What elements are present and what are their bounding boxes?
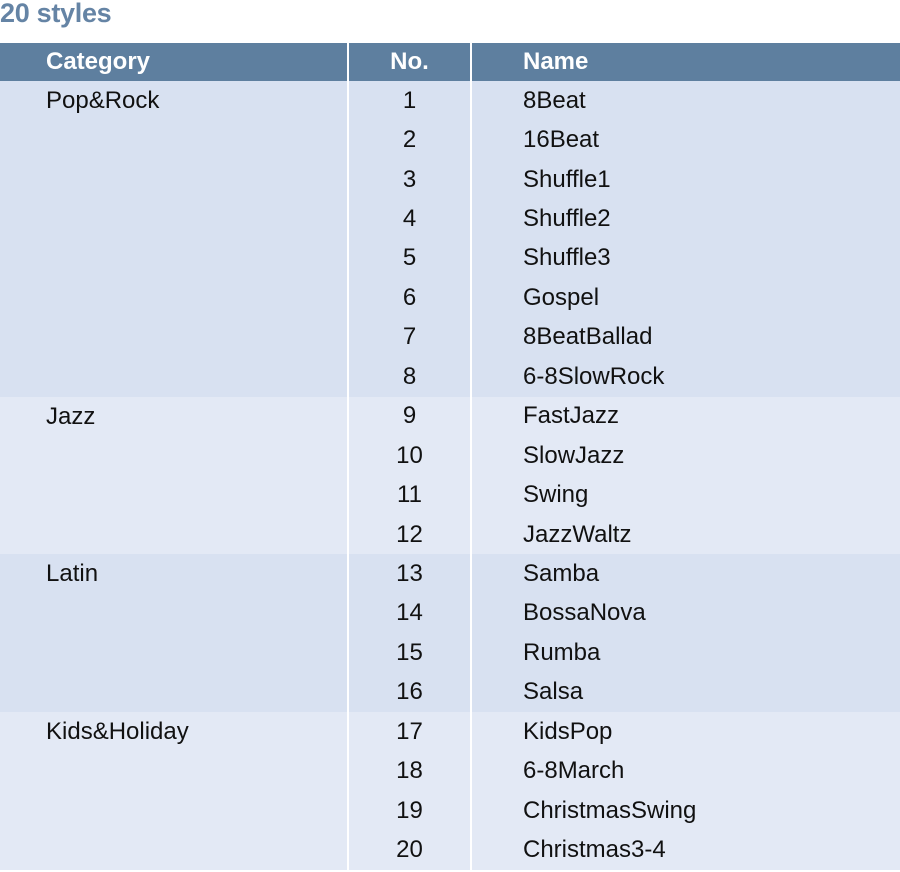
table-row: 7 8BeatBallad (0, 317, 900, 358)
category-cell: Kids&Holiday (0, 712, 349, 870)
name-cell: Shuffle3 (471, 238, 900, 279)
table-row: 19 ChristmasSwing (0, 790, 900, 831)
name-cell: 6-8March (471, 751, 900, 791)
table-row: 16 Salsa (0, 672, 900, 712)
category-cell: Latin (0, 554, 349, 712)
table-row: 12 JazzWaltz (0, 514, 900, 555)
category-group: Pop&Rock 1 8Beat 2 16Beat 3 Shuffle1 4 Shuffle2 5… (0, 81, 900, 397)
name-cell: 8Beat (471, 81, 900, 121)
name-cell: Salsa (471, 672, 900, 712)
no-cell: 5 (348, 238, 472, 279)
table-row: 10 SlowJazz (0, 435, 900, 476)
table-row: Pop&Rock 1 8Beat (0, 81, 900, 397)
no-cell: 17 (348, 712, 472, 752)
no-cell: 9 (348, 396, 472, 436)
no-cell: 20 (348, 830, 472, 870)
category-group: Latin 13 Samba 14 BossaNova 15 Rumba 16 Salsa (0, 554, 900, 712)
no-cell: 18 (348, 751, 472, 791)
table-row: 4 Shuffle2 (0, 199, 900, 239)
no-cell: 6 (348, 278, 472, 318)
category-cell: Pop&Rock (0, 81, 349, 397)
category-group: Jazz 9 FastJazz 10 SlowJazz 11 Swing 12 JazzWalt… (0, 396, 900, 555)
header-category: Category (0, 43, 349, 81)
no-cell: 7 (348, 317, 472, 358)
table-row: 11 Swing (0, 475, 900, 515)
name-cell: Shuffle2 (471, 199, 900, 239)
table-row: Latin 13 Samba (0, 554, 900, 712)
no-cell: 3 (348, 159, 472, 200)
table-row: 6 Gospel (0, 278, 900, 318)
table-row: 5 Shuffle3 (0, 238, 900, 279)
no-cell: 12 (348, 514, 472, 555)
no-cell: 15 (348, 633, 472, 673)
table-row: Jazz 9 FastJazz (0, 396, 900, 555)
category-group: Kids&Holiday 17 KidsPop 18 6-8March 19 Christm… (0, 712, 900, 870)
name-cell: 16Beat (471, 120, 900, 160)
name-cell: BossaNova (471, 593, 900, 634)
page-title: 20 styles (0, 0, 112, 28)
name-cell: FastJazz (471, 396, 900, 436)
name-cell: Swing (471, 475, 900, 515)
table-row: 15 Rumba (0, 633, 900, 673)
no-cell: 1 (348, 81, 472, 121)
table-row: Kids&Holiday 17 KidsPop (0, 712, 900, 870)
table-header: Category No. Name (0, 43, 900, 81)
table-row: 18 6-8March (0, 751, 900, 791)
name-cell: 6-8SlowRock (471, 357, 900, 397)
table-row: 3 Shuffle1 (0, 159, 900, 200)
no-cell: 8 (348, 357, 472, 397)
header-no: No. (348, 43, 472, 81)
no-cell: 13 (348, 554, 472, 594)
name-cell: SlowJazz (471, 435, 900, 476)
category-cell: Jazz (0, 396, 349, 555)
header-name: Name (471, 43, 900, 81)
name-cell: JazzWaltz (471, 514, 900, 555)
name-cell: Samba (471, 554, 900, 594)
no-cell: 11 (348, 475, 472, 515)
name-cell: Christmas3-4 (471, 830, 900, 870)
name-cell: Shuffle1 (471, 159, 900, 200)
table-row: 8 6-8SlowRock (0, 357, 900, 397)
name-cell: Rumba (471, 633, 900, 673)
no-cell: 2 (348, 120, 472, 160)
styles-table: Category No. Name Pop&Rock 1 8Beat 2 16Beat 3… (0, 43, 900, 870)
name-cell: 8BeatBallad (471, 317, 900, 358)
no-cell: 16 (348, 672, 472, 712)
no-cell: 4 (348, 199, 472, 239)
name-cell: KidsPop (471, 712, 900, 752)
table-row: 2 16Beat (0, 120, 900, 160)
no-cell: 14 (348, 593, 472, 634)
name-cell: ChristmasSwing (471, 790, 900, 831)
no-cell: 19 (348, 790, 472, 831)
table-row: 14 BossaNova (0, 593, 900, 634)
table-row: 20 Christmas3-4 (0, 830, 900, 870)
name-cell: Gospel (471, 278, 900, 318)
no-cell: 10 (348, 435, 472, 476)
